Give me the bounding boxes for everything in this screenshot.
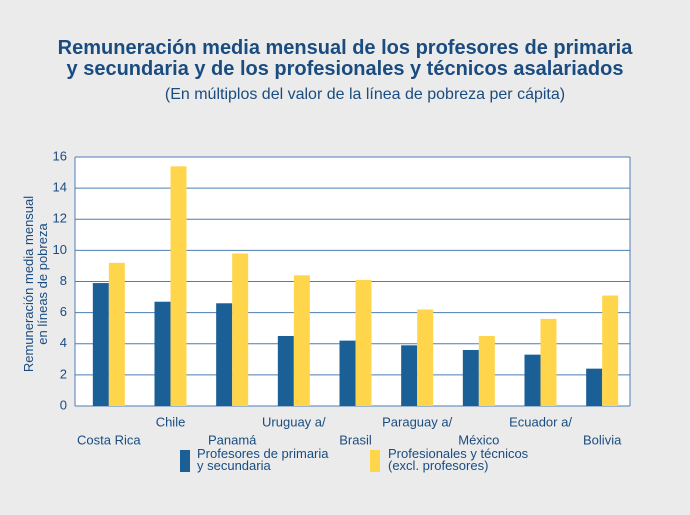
y-tick-label: 2 bbox=[60, 366, 67, 381]
y-tick-label: 14 bbox=[53, 180, 67, 195]
legend-swatch bbox=[180, 450, 190, 472]
bar bbox=[524, 354, 541, 406]
legend-label: Profesores de primaria y secundaria bbox=[197, 446, 329, 473]
x-tick-label: Ecuador a/ bbox=[509, 414, 572, 429]
bar bbox=[417, 309, 434, 406]
x-tick-label: Brasil bbox=[339, 432, 372, 447]
legend-swatch bbox=[370, 450, 380, 472]
x-tick-label: México bbox=[458, 432, 499, 447]
y-tick-label: 0 bbox=[60, 397, 67, 412]
bar bbox=[355, 279, 372, 406]
chart-subtitle: (En múltiplos del valor de la línea de p… bbox=[164, 86, 566, 103]
y-tick-label: 10 bbox=[53, 242, 67, 257]
bar bbox=[232, 253, 249, 406]
legend-label: Profesionales y técnicos (excl. profesor… bbox=[388, 446, 529, 473]
bar bbox=[277, 335, 294, 406]
x-tick-label: Uruguay a/ bbox=[262, 414, 326, 429]
y-tick-label: 16 bbox=[53, 148, 67, 163]
bar bbox=[540, 318, 557, 406]
bar bbox=[293, 275, 310, 406]
x-tick-label: Paraguay a/ bbox=[382, 414, 452, 429]
bar bbox=[216, 303, 233, 406]
bar bbox=[170, 166, 187, 406]
bar bbox=[339, 340, 356, 406]
y-tick-label: 4 bbox=[60, 335, 67, 350]
bar bbox=[462, 349, 479, 406]
x-tick-label: Costa Rica bbox=[77, 432, 141, 447]
y-tick-label: 8 bbox=[60, 273, 67, 288]
x-tick-label: Bolivia bbox=[583, 432, 622, 447]
chart-title: Remuneración media mensual de los profes… bbox=[57, 37, 633, 80]
bar bbox=[586, 368, 603, 406]
bar bbox=[478, 335, 495, 406]
bar bbox=[154, 301, 171, 406]
bar bbox=[108, 262, 125, 406]
y-tick-label: 12 bbox=[53, 211, 67, 226]
bar bbox=[92, 283, 109, 406]
x-tick-label: Chile bbox=[156, 414, 186, 429]
bar bbox=[602, 295, 619, 406]
y-tick-label: 6 bbox=[60, 304, 67, 319]
x-tick-label: Panamá bbox=[208, 432, 257, 447]
bar bbox=[401, 345, 418, 406]
